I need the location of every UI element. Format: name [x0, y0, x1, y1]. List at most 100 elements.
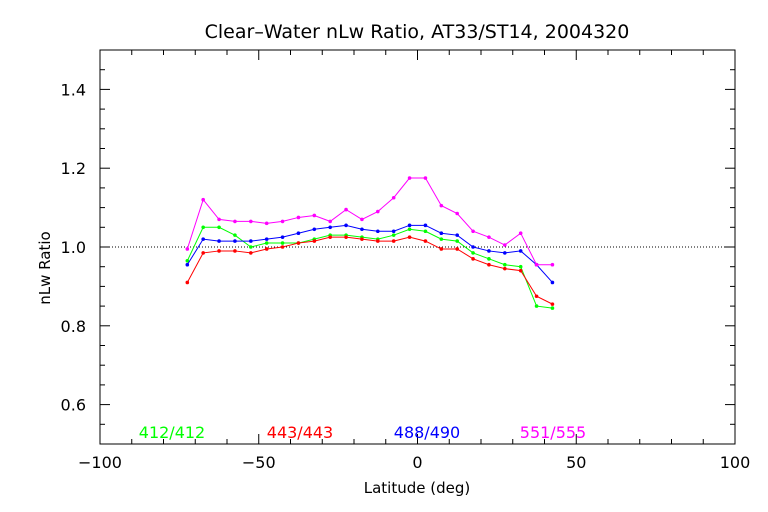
data-point: [264, 237, 269, 241]
data-point: [376, 229, 380, 234]
data-point: [423, 229, 428, 234]
data-point: [550, 302, 555, 306]
data-point: [360, 227, 364, 232]
data-point: [185, 258, 190, 263]
data-point: [503, 243, 507, 247]
y-axis-label: nLw Ratio: [36, 231, 54, 304]
y-tick-labels: 0.6 0.8 1.0 1.2 1.4: [61, 80, 86, 414]
data-point: [185, 262, 190, 267]
data-point: [344, 223, 348, 228]
data-point: [328, 219, 332, 224]
data-point: [217, 217, 221, 222]
data-point: [312, 213, 317, 218]
legend-entry: 412/412: [139, 423, 205, 442]
data-point: [296, 241, 301, 245]
data-point: [423, 223, 428, 228]
y-tick-label: 0.6: [61, 396, 86, 415]
data-point: [455, 211, 459, 216]
data-point: [296, 215, 301, 220]
data-point: [423, 176, 428, 180]
data-point: [280, 245, 285, 249]
y-tick-label: 1.2: [61, 159, 86, 178]
data-point: [471, 245, 475, 249]
data-point: [407, 235, 412, 239]
data-point: [455, 233, 459, 237]
y-tick-label: 1.4: [61, 80, 86, 99]
data-point: [376, 209, 380, 214]
data-point: [312, 239, 317, 243]
data-point: [503, 251, 507, 255]
data-point: [264, 221, 269, 226]
chart-title: Clear–Water nLw Ratio, AT33/ST14, 200432…: [205, 21, 630, 43]
data-point: [264, 241, 269, 245]
data-point: [217, 239, 221, 243]
legend-entry: 443/443: [267, 423, 333, 442]
data-point: [201, 197, 205, 202]
data-point: [344, 235, 348, 239]
data-point: [312, 227, 317, 232]
y-tick-label: 0.8: [61, 317, 86, 336]
series-line: [186, 177, 553, 266]
data-point: [391, 195, 396, 200]
data-point: [518, 264, 523, 269]
data-point: [233, 233, 237, 237]
data-point: [439, 247, 444, 251]
series-line: [186, 224, 553, 283]
data-point: [264, 247, 269, 251]
x-tick-label: −100: [78, 453, 122, 472]
data-point: [487, 257, 491, 261]
series-1: [185, 235, 555, 306]
data-point: [296, 231, 301, 236]
data-point: [534, 262, 539, 267]
data-point: [439, 231, 444, 236]
x-tick-labels: −100 −50 0 50 100: [78, 453, 750, 472]
data-point: [455, 247, 459, 251]
series-line: [186, 226, 553, 309]
legend-entry: 488/490: [394, 423, 460, 442]
data-point: [471, 257, 475, 261]
data-point: [376, 239, 380, 243]
data-point: [249, 251, 253, 255]
y-tick-label: 1.0: [61, 238, 86, 257]
data-point: [391, 229, 396, 234]
data-point: [550, 306, 555, 310]
x-tick-label: 0: [412, 453, 422, 472]
data-point: [233, 249, 237, 253]
x-tick-label: 100: [720, 453, 751, 472]
data-point: [518, 231, 523, 236]
data-point: [249, 219, 253, 224]
data-point: [233, 239, 237, 243]
legend: 412/412 443/443 488/490 551/555: [139, 423, 586, 442]
data-point: [503, 262, 507, 267]
data-point: [280, 219, 285, 224]
x-axis-label: Latitude (deg): [364, 479, 470, 497]
data-point: [518, 268, 523, 273]
series-2: [185, 223, 555, 285]
series-line: [186, 236, 553, 305]
data-point: [455, 239, 459, 243]
data-point: [407, 227, 412, 232]
data-point: [391, 239, 396, 243]
series-3: [185, 176, 555, 267]
data-point: [249, 239, 253, 243]
data-point: [471, 229, 475, 234]
data-point: [423, 239, 428, 243]
data-point: [280, 235, 285, 239]
x-tick-label: 50: [566, 453, 586, 472]
data-point: [550, 262, 555, 267]
plot-area: [99, 49, 736, 445]
legend-entry: 551/555: [520, 423, 586, 442]
data-point: [407, 223, 412, 228]
data-point: [518, 249, 523, 253]
data-point: [201, 251, 205, 255]
data-point: [328, 235, 332, 239]
data-point: [360, 217, 364, 222]
data-point: [503, 266, 507, 271]
data-point: [233, 219, 237, 224]
data-point: [217, 225, 221, 230]
data-point: [360, 237, 364, 241]
data-point: [534, 304, 539, 308]
data-point: [217, 249, 221, 253]
data-point: [487, 235, 491, 239]
